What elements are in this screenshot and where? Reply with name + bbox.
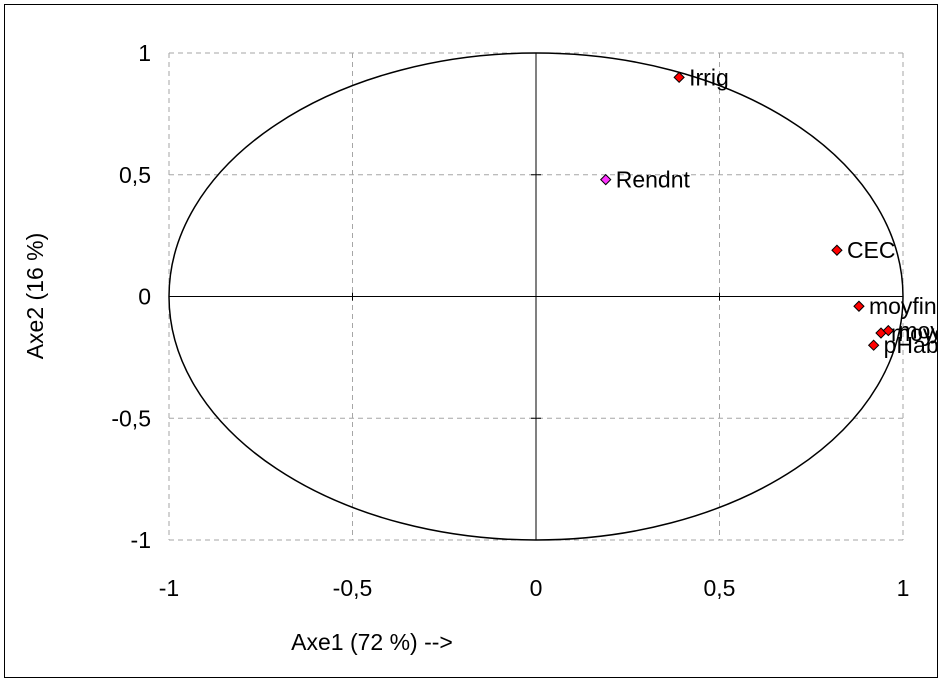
correlation-circle-chart: IrrigRendntCECmoyfinmoyebmoyebpHabo -1-0… [22,40,938,655]
x-tick-label: 1 [897,575,910,601]
data-point-marker [831,244,843,256]
x-tick-label: -1 [159,575,179,601]
data-point-label: moyeb [891,320,938,346]
points-layer: IrrigRendntCECmoyfinmoyebmoyebpHabo [600,64,938,358]
y-tick-label: -1 [131,527,151,553]
x-tick-label: 0,5 [704,575,736,601]
correlation-circle [168,52,904,541]
y-tick-label: 0,5 [119,162,151,188]
data-point-label: pHabo [884,332,938,358]
x-tick-label: 0 [530,575,543,601]
y-tick-label: 1 [138,40,151,66]
data-point-marker [867,339,880,351]
data-point-marker [673,71,685,84]
data-point-label: moyfin [869,293,937,319]
axes-layer [168,52,904,541]
x-axis-title: Axe1 (72 %) --> [291,629,453,655]
data-point-marker [882,324,895,337]
tick-labels-layer: -1 -0,5 0 0,5 1 1 0,5 0 -0,5 -1 [111,40,909,601]
y-tick-label: -0,5 [111,405,151,431]
data-point-label: Rendnt [616,167,691,193]
y-axis-title: Axe2 (16 %) [22,233,48,360]
y-tick-label: 0 [138,284,151,310]
data-point-label: Irrig [689,64,729,90]
data-point-marker [853,300,865,312]
data-point-marker [600,173,612,186]
data-point-label: moyeb [898,318,938,344]
circle-layer [168,52,904,541]
data-point-label: CEC [847,237,896,263]
chart-frame: IrrigRendntCECmoyfinmoyebmoyebpHabo -1-0… [4,4,938,678]
x-tick-label: -0,5 [333,575,373,601]
